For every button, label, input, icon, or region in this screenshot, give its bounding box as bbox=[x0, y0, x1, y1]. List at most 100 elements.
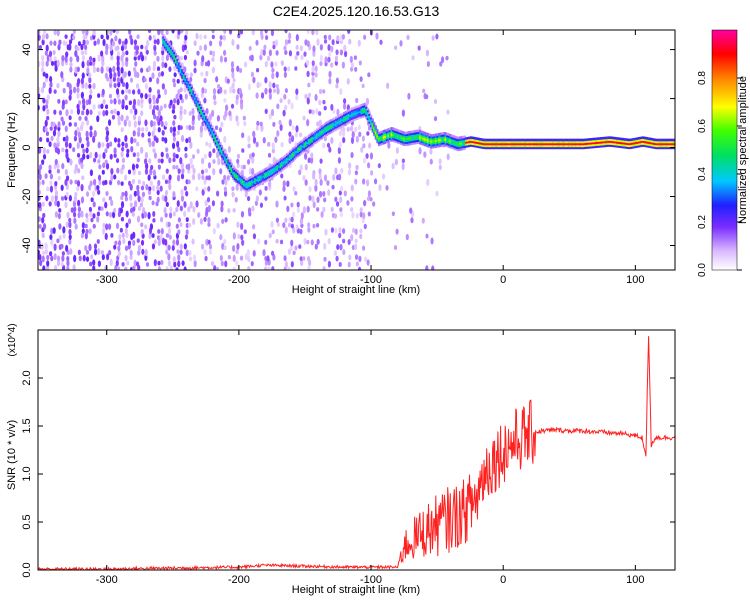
spectrogram-cell bbox=[272, 82, 276, 89]
spectrogram-cell bbox=[240, 222, 244, 231]
spectrogram-cell bbox=[433, 99, 438, 104]
spectrogram-ridge-cell bbox=[623, 140, 626, 143]
spectrogram-cell bbox=[354, 170, 358, 176]
spectrogram-ridge-cell bbox=[203, 116, 206, 119]
spectrogram-ridge-cell bbox=[209, 122, 213, 125]
spectrogram-cell bbox=[137, 126, 141, 133]
spectrogram-cell bbox=[140, 196, 144, 204]
spectrogram-ridge-cell bbox=[387, 134, 390, 137]
spectrogram-cell bbox=[157, 179, 161, 186]
spectrogram-ridge-cell bbox=[216, 147, 219, 150]
spectrogram-cell bbox=[42, 105, 46, 112]
spectrogram-ridge-cell bbox=[241, 174, 244, 178]
spectrogram-cell bbox=[243, 229, 247, 234]
spectrogram-ridge-cell bbox=[455, 148, 458, 151]
spectrogram-ridge-cell bbox=[603, 140, 606, 144]
spectrogram-ridge-cell bbox=[538, 144, 541, 148]
spectrogram-ridge-cell bbox=[609, 136, 612, 139]
spectrogram-ridge-cell bbox=[300, 148, 303, 151]
spectrogram-ridge-cell bbox=[663, 142, 666, 146]
spectrogram-ridge-cell bbox=[630, 146, 633, 149]
spectrogram-ridge-cell bbox=[390, 134, 393, 138]
spectrogram-ridge-cell bbox=[319, 137, 322, 141]
spectrogram-cell bbox=[117, 245, 121, 252]
spectrogram-cell bbox=[136, 141, 140, 147]
spectrogram-cell bbox=[172, 120, 176, 127]
spectrogram-cell bbox=[318, 168, 322, 175]
spectrogram-cell bbox=[161, 194, 165, 202]
spectrogram-ridge-cell bbox=[385, 136, 389, 140]
spectrogram-cell bbox=[38, 253, 42, 261]
spectrogram-ridge-cell bbox=[485, 138, 488, 142]
spectrogram-ridge-cell bbox=[660, 140, 663, 144]
spectrogram-cell bbox=[44, 50, 48, 56]
spectrogram-ridge-cell bbox=[230, 164, 233, 168]
spectrogram-cell bbox=[61, 251, 65, 256]
spectrogram-cell bbox=[49, 234, 53, 240]
spectrogram-cell bbox=[76, 126, 80, 133]
spectrogram-ridge-cell bbox=[265, 167, 268, 170]
spectrogram-cell bbox=[348, 254, 352, 261]
spectrogram-cell bbox=[38, 164, 43, 171]
spectrogram-cell bbox=[89, 35, 94, 41]
spectrogram-cell bbox=[354, 238, 358, 244]
spectrogram-ridge-cell bbox=[417, 137, 420, 140]
spectrogram-ridge-cell bbox=[409, 132, 412, 136]
spectrogram-ridge-cell bbox=[446, 140, 449, 144]
spectrogram-cell bbox=[357, 39, 361, 47]
spectrogram-cell bbox=[310, 156, 314, 164]
spectrogram-cell bbox=[141, 127, 145, 132]
spectrogram-ridge-cell bbox=[628, 140, 631, 144]
spectrogram-cell bbox=[163, 103, 167, 109]
x-tick-label: 100 bbox=[626, 574, 644, 586]
spectrogram-ridge-cell bbox=[523, 144, 527, 148]
spectrogram-cell bbox=[211, 109, 215, 117]
spectrogram-cell bbox=[41, 255, 45, 263]
spectrogram-ridge-cell bbox=[350, 119, 354, 122]
spectrogram-cell bbox=[38, 168, 41, 175]
spectrogram-ridge-cell bbox=[539, 144, 542, 148]
spectrogram-cell bbox=[60, 196, 65, 201]
spectrogram-ridge-cell bbox=[531, 142, 534, 146]
spectrogram-ridge-cell bbox=[652, 142, 655, 145]
spectrogram-cell bbox=[315, 30, 319, 36]
spectrogram-cell bbox=[66, 255, 70, 262]
spectrogram-ridge-cell bbox=[666, 138, 669, 142]
spectrogram-ridge-cell bbox=[186, 83, 189, 86]
spectrogram-ridge-cell bbox=[636, 139, 639, 142]
spectrogram-ridge-cell bbox=[198, 105, 201, 108]
spectrogram-ridge-cell bbox=[230, 174, 233, 178]
spectrogram-cell bbox=[203, 34, 207, 40]
spectrogram-x-axis: -300 -200 -100 0 100 bbox=[96, 30, 645, 286]
spectrogram-ridge-cell bbox=[480, 146, 484, 149]
spectrogram-ridge-cell bbox=[585, 140, 588, 143]
spectrogram-ridge-cell bbox=[431, 141, 435, 145]
spectrogram-ridge-cell bbox=[620, 143, 623, 147]
spectrogram-cell bbox=[362, 212, 366, 220]
spectrogram-cell bbox=[104, 232, 108, 240]
spectrogram-ridge-cell bbox=[328, 121, 331, 125]
spectrogram-ridge-cell bbox=[503, 146, 506, 150]
spectrogram-ridge-cell bbox=[179, 63, 182, 66]
spectrogram-cell bbox=[326, 142, 331, 148]
spectrogram-ridge-cell bbox=[174, 62, 178, 66]
spectrogram-cell bbox=[157, 158, 161, 163]
spectrogram-ridge-cell bbox=[255, 182, 258, 186]
spectrogram-ridge-cell bbox=[292, 151, 295, 154]
spectrogram-ridge-cell bbox=[189, 85, 192, 88]
spectrogram-ridge-cell bbox=[645, 144, 649, 148]
spectrogram-cell bbox=[112, 211, 116, 219]
spectrogram-ridge-cell bbox=[647, 137, 650, 140]
spectrogram-ridge-cell bbox=[273, 162, 276, 166]
spectrogram-cell bbox=[165, 168, 169, 174]
spectrogram-ridge-cell bbox=[281, 168, 284, 172]
spectrogram-cell bbox=[172, 131, 176, 137]
spectrogram-cell bbox=[157, 265, 162, 270]
spectrogram-ridge-cell bbox=[219, 153, 222, 157]
spectrogram-ridge-cell bbox=[297, 150, 300, 154]
spectrogram-ridge-cell bbox=[458, 146, 461, 149]
spectrogram-ridge-cell bbox=[512, 142, 515, 146]
spectrogram-cell bbox=[258, 82, 262, 88]
spectrogram-ridge-cell bbox=[382, 135, 385, 139]
spectrogram-cell bbox=[200, 157, 205, 165]
